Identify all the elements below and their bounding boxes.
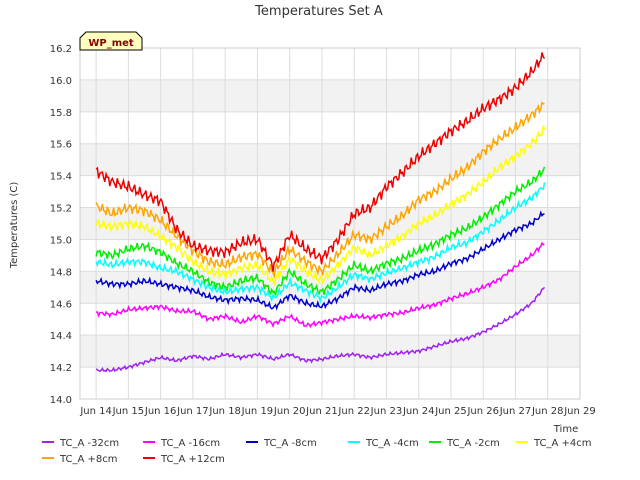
- x-tick-label: Jun 27: [499, 406, 532, 417]
- legend-label: TC_A -4cm: [365, 438, 419, 449]
- band-7: [80, 143, 580, 176]
- series-line-0: [95, 286, 546, 373]
- x-tick-label: Jun 24: [402, 406, 435, 417]
- x-tick-label: Jun 19: [241, 406, 274, 417]
- legend-label: TC_A +4cm: [533, 438, 592, 449]
- x-tick-label: Jun 26: [466, 406, 499, 417]
- y-tick-label: 15.0: [50, 235, 72, 246]
- x-tick-label: Jun 18: [208, 406, 241, 417]
- y-axis-ticks: 14.0 14.2 14.4 14.6 14.8 15.0 15.2 15.4 15.6 15.8…: [50, 44, 72, 406]
- y-tick-label: 14.6: [50, 299, 72, 310]
- x-tick-label: Jun 21: [305, 406, 338, 417]
- series-line-5: [95, 125, 546, 286]
- x-tick-label: Jun 28: [531, 406, 564, 417]
- y-tick-label: 14.2: [50, 363, 72, 374]
- band-9: [80, 79, 580, 112]
- y-tick-label: 15.6: [50, 140, 72, 151]
- y-tick-label: 15.8: [50, 108, 72, 119]
- series-line-6: [95, 101, 545, 279]
- badge-label: WP_met: [88, 38, 134, 49]
- legend: TC_A -32cm TC_A -16cm TC_A -8cm TC_A -4cm TC…: [42, 438, 592, 465]
- series-line-4: [95, 166, 546, 296]
- legend-label: TC_A -2cm: [446, 438, 500, 449]
- y-tick-label: 16.0: [50, 76, 72, 87]
- series-line-2: [95, 210, 545, 311]
- plot-area: [79, 47, 581, 400]
- y-tick-label: 14.0: [50, 395, 72, 406]
- x-tick-label: Jun 25: [434, 406, 467, 417]
- badge-box: [79, 31, 143, 51]
- background-bands: [80, 79, 580, 368]
- legend-label: TC_A -16cm: [160, 438, 220, 449]
- legend-label: TC_A +8cm: [59, 454, 118, 465]
- series-line-1: [95, 241, 545, 329]
- series-line-7: [95, 52, 546, 272]
- y-tick-label: 16.2: [50, 44, 72, 55]
- y-axis-label: Temperatures (C): [9, 182, 20, 270]
- x-axis-ticks: Jun 14 Jun 15 Jun 16 Jun 17 Jun 18 Jun 19 Jun …: [79, 406, 595, 417]
- x-tick-label: Jun 17: [176, 406, 209, 417]
- x-tick-label: Jun 22: [337, 406, 370, 417]
- y-tick-label: 14.8: [50, 267, 72, 278]
- x-tick-label: Jun 16: [144, 406, 177, 417]
- x-tick-label: Jun 23: [370, 406, 403, 417]
- series-line-3: [95, 182, 546, 304]
- legend-label: TC_A +12cm: [160, 454, 225, 465]
- y-tick-label: 14.4: [50, 331, 72, 342]
- band-1: [80, 335, 580, 368]
- x-tick-label: Jun 29: [563, 406, 596, 417]
- y-tick-label: 15.4: [50, 172, 72, 183]
- series-lines: [95, 52, 546, 373]
- legend-label: TC_A -32cm: [59, 438, 119, 449]
- x-tick-label: Jun 20: [273, 406, 306, 417]
- chart-title: Temperatures Set A: [254, 4, 383, 19]
- x-axis-label: Time: [553, 424, 578, 435]
- y-tick-label: 15.2: [50, 204, 72, 215]
- legend-label: TC_A -8cm: [263, 438, 317, 449]
- x-tick-label: Jun 15: [112, 406, 145, 417]
- wp-met-badge: WP_met: [79, 31, 143, 51]
- x-tick-label: Jun 14: [79, 406, 112, 417]
